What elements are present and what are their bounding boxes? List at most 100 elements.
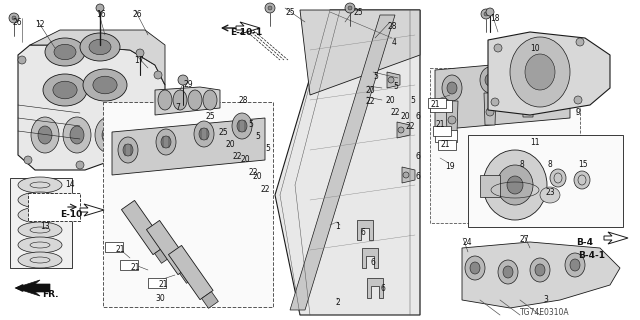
Text: 25: 25: [353, 8, 363, 17]
Bar: [103, 102, 273, 307]
Polygon shape: [236, 22, 260, 34]
Ellipse shape: [484, 12, 488, 16]
Text: 6: 6: [380, 284, 385, 293]
Ellipse shape: [535, 264, 545, 276]
Bar: [468, 135, 623, 227]
Ellipse shape: [481, 9, 491, 19]
Polygon shape: [275, 10, 420, 315]
Ellipse shape: [480, 67, 500, 93]
Polygon shape: [435, 58, 570, 130]
Ellipse shape: [345, 3, 355, 13]
Text: 19: 19: [445, 162, 454, 171]
Ellipse shape: [156, 129, 176, 155]
Polygon shape: [604, 232, 628, 244]
Text: 24: 24: [462, 238, 472, 247]
Text: 5: 5: [255, 132, 260, 141]
Text: 21: 21: [130, 263, 140, 272]
Polygon shape: [80, 204, 104, 216]
Text: 27: 27: [520, 235, 530, 244]
Ellipse shape: [524, 100, 532, 108]
Ellipse shape: [510, 37, 570, 107]
Text: 1: 1: [335, 222, 340, 231]
Ellipse shape: [448, 116, 456, 124]
Ellipse shape: [178, 75, 188, 85]
Polygon shape: [10, 178, 72, 268]
Polygon shape: [18, 45, 165, 170]
Text: 8: 8: [520, 160, 525, 169]
Ellipse shape: [525, 54, 555, 90]
Bar: [430, 100, 452, 112]
Text: 25: 25: [218, 128, 228, 137]
Ellipse shape: [523, 66, 533, 78]
Ellipse shape: [161, 136, 171, 148]
Ellipse shape: [18, 252, 62, 268]
Polygon shape: [122, 200, 166, 255]
Ellipse shape: [540, 187, 560, 203]
Ellipse shape: [486, 108, 494, 116]
Ellipse shape: [12, 16, 16, 20]
Text: 11: 11: [530, 138, 540, 147]
Ellipse shape: [18, 222, 62, 238]
Ellipse shape: [194, 121, 214, 147]
Ellipse shape: [18, 192, 62, 208]
Ellipse shape: [485, 74, 495, 86]
Ellipse shape: [203, 90, 217, 110]
Text: 15: 15: [578, 160, 588, 169]
Text: 6: 6: [415, 112, 420, 121]
Ellipse shape: [507, 176, 523, 194]
Text: 22: 22: [405, 122, 415, 131]
Polygon shape: [147, 220, 191, 275]
Text: 17: 17: [134, 56, 143, 65]
Text: 5: 5: [393, 82, 398, 91]
Text: 22: 22: [248, 168, 257, 177]
Ellipse shape: [80, 33, 120, 61]
Polygon shape: [155, 87, 220, 115]
Ellipse shape: [574, 96, 582, 104]
Ellipse shape: [70, 126, 84, 144]
Polygon shape: [402, 167, 415, 183]
Polygon shape: [387, 72, 400, 88]
Ellipse shape: [465, 256, 485, 280]
Text: 7: 7: [175, 103, 180, 112]
Ellipse shape: [232, 113, 252, 139]
Text: 12: 12: [35, 20, 45, 29]
Text: 22: 22: [260, 185, 269, 194]
Ellipse shape: [550, 169, 566, 187]
Ellipse shape: [398, 127, 404, 133]
Text: 6: 6: [415, 172, 420, 181]
Ellipse shape: [43, 74, 87, 106]
Bar: [105, 242, 123, 252]
Ellipse shape: [470, 262, 480, 274]
Polygon shape: [397, 122, 410, 138]
Ellipse shape: [96, 4, 104, 12]
Polygon shape: [290, 15, 395, 310]
Text: 21: 21: [115, 245, 125, 254]
Ellipse shape: [54, 44, 76, 60]
Ellipse shape: [491, 98, 499, 106]
Bar: [28, 193, 80, 221]
Ellipse shape: [188, 90, 202, 110]
Ellipse shape: [494, 44, 502, 52]
Ellipse shape: [83, 69, 127, 101]
Text: 21: 21: [430, 100, 440, 109]
Polygon shape: [462, 242, 620, 308]
Text: 6: 6: [360, 228, 365, 237]
Ellipse shape: [18, 237, 62, 253]
Text: 20: 20: [400, 112, 410, 121]
Text: 22: 22: [232, 152, 241, 161]
Ellipse shape: [403, 172, 409, 178]
Text: FR.: FR.: [42, 290, 58, 299]
Ellipse shape: [24, 156, 32, 164]
Ellipse shape: [136, 49, 144, 57]
Text: 4: 4: [392, 38, 397, 47]
Ellipse shape: [89, 39, 111, 55]
Ellipse shape: [53, 81, 77, 99]
Text: E-10: E-10: [60, 210, 83, 219]
Text: 16: 16: [96, 10, 106, 19]
Ellipse shape: [498, 260, 518, 284]
Polygon shape: [367, 278, 383, 298]
Ellipse shape: [530, 258, 550, 282]
Ellipse shape: [9, 13, 19, 23]
Text: 18: 18: [490, 14, 499, 23]
Ellipse shape: [95, 117, 123, 153]
